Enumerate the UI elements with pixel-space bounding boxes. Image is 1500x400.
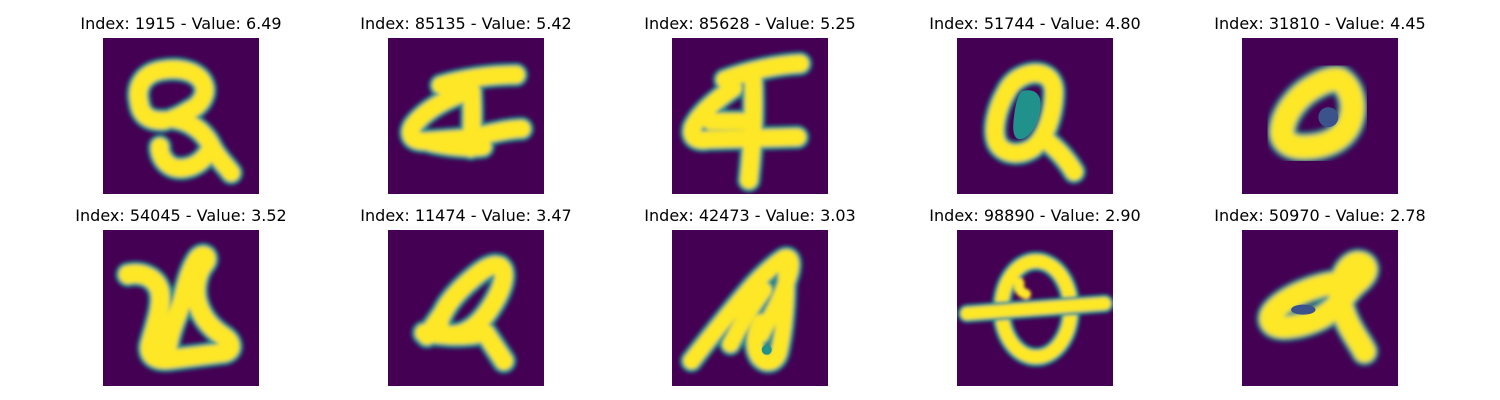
panel-title: Index: 50970 - Value: 2.78 — [1214, 206, 1426, 225]
digit-image — [103, 230, 259, 386]
digit-image — [957, 38, 1113, 194]
digit-image — [388, 230, 544, 386]
panel-title: Index: 98890 - Value: 2.90 — [929, 206, 1141, 225]
digit-image — [1242, 230, 1398, 386]
grid-panel-6: Index: 54045 - Value: 3.52 — [39, 204, 323, 386]
grid-panel-1: Index: 1915 - Value: 6.49 — [39, 12, 323, 194]
grid-panel-4: Index: 51744 - Value: 4.80 — [893, 12, 1177, 194]
panel-title: Index: 85628 - Value: 5.25 — [644, 14, 856, 33]
grid-panel-5: Index: 31810 - Value: 4.45 — [1178, 12, 1462, 194]
grid-panel-2: Index: 85135 - Value: 5.42 — [324, 12, 608, 194]
digit-image — [388, 38, 544, 194]
digit-image — [672, 38, 828, 194]
grid-panel-7: Index: 11474 - Value: 3.47 — [324, 204, 608, 386]
panel-title: Index: 42473 - Value: 3.03 — [644, 206, 856, 225]
digit-image — [1242, 38, 1398, 194]
panel-title: Index: 31810 - Value: 4.45 — [1214, 14, 1426, 33]
panel-title: Index: 1915 - Value: 6.49 — [80, 14, 282, 33]
grid-panel-10: Index: 50970 - Value: 2.78 — [1178, 204, 1462, 386]
panel-title: Index: 54045 - Value: 3.52 — [75, 206, 287, 225]
panel-title: Index: 11474 - Value: 3.47 — [360, 206, 572, 225]
digit-image — [672, 230, 828, 386]
digit-image — [957, 230, 1113, 386]
grid-panel-8: Index: 42473 - Value: 3.03 — [608, 204, 892, 386]
digit-image — [103, 38, 259, 194]
grid-panel-3: Index: 85628 - Value: 5.25 — [608, 12, 892, 194]
panel-title: Index: 85135 - Value: 5.42 — [360, 14, 572, 33]
panel-title: Index: 51744 - Value: 4.80 — [929, 14, 1141, 33]
grid-panel-9: Index: 98890 - Value: 2.90 — [893, 204, 1177, 386]
